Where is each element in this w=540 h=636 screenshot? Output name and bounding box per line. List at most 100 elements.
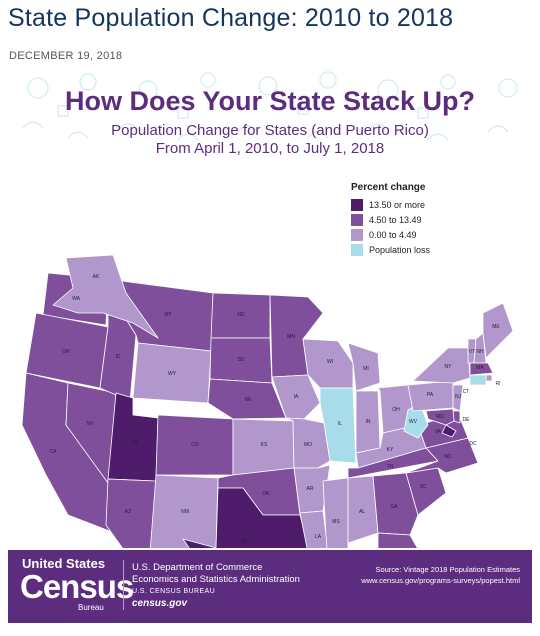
- state-label-al: AL: [359, 509, 365, 515]
- state-label-ia: IA: [294, 394, 299, 400]
- state-label-mo: MO: [304, 442, 312, 448]
- state-mo: [285, 417, 331, 469]
- state-il: [319, 387, 357, 464]
- subtitle-2: From April 1, 2010, to July 1, 2018: [155, 140, 385, 157]
- state-label-ks: KS: [261, 442, 268, 448]
- legend: Percent change 13.50 or more 4.50 to 13.…: [351, 182, 430, 257]
- page-title: State Population Change: 2010 to 2018: [8, 4, 454, 32]
- legend-label: Population loss: [369, 244, 431, 255]
- state-label-ok: OK: [262, 491, 270, 497]
- state-label-mi: MI: [363, 366, 369, 372]
- state-label-vt: VT: [469, 349, 475, 355]
- legend-swatch: [351, 243, 363, 256]
- state-label-id: ID: [116, 354, 121, 360]
- state-nm: [149, 474, 219, 548]
- state-ak: [52, 254, 159, 339]
- state-label-ct: CT: [463, 389, 470, 395]
- footer-banner: United States Census Bureau U.S. Departm…: [8, 550, 532, 623]
- state-label-ne: NE: [245, 397, 253, 403]
- state-label-me: ME: [492, 324, 500, 330]
- legend-item: 4.50 to 13.49: [351, 212, 430, 227]
- source-line-2[interactable]: www.census.gov/programs-surveys/popest.h…: [361, 576, 520, 585]
- state-tx: [182, 487, 310, 548]
- state-ne: [207, 378, 287, 420]
- state-me: [482, 302, 514, 359]
- state-ny: [412, 347, 471, 384]
- state-label-or: OR: [62, 349, 70, 355]
- state-label-mt: MT: [164, 312, 171, 318]
- legend-label: 13.50 or more: [369, 199, 426, 210]
- footer-divider: [123, 560, 124, 610]
- state-label-ms: MS: [332, 519, 340, 525]
- state-label-nm: NM: [181, 509, 189, 515]
- state-label-nc: NC: [444, 454, 452, 460]
- state-nc: [405, 437, 479, 474]
- state-label-ak: AK: [93, 274, 100, 280]
- state-label-la: LA: [315, 534, 322, 540]
- state-dc: [441, 424, 457, 438]
- state-label-sc: SC: [420, 484, 427, 490]
- logo-line-3: Bureau: [78, 603, 104, 612]
- dept-line-2: Economics and Statistics Administration: [132, 574, 300, 585]
- state-ms: [322, 477, 349, 548]
- census-logo: Census: [20, 568, 134, 605]
- legend-label: 4.50 to 13.49: [369, 214, 422, 225]
- state-label-tn: TN: [387, 464, 394, 470]
- state-label-mn: MN: [287, 334, 295, 340]
- state-label-wv: WV: [409, 419, 418, 425]
- headline: How Does Your State Stack Up?: [64, 86, 476, 116]
- state-label-md: MD: [436, 414, 444, 420]
- us-map: WA OR CA NV ID MT WY UT AZ CO NM ND SD NE KS OK TX MN IA MO…: [21, 254, 514, 548]
- state-ga: [372, 472, 419, 536]
- state-ut: [107, 392, 159, 482]
- state-label-ri: RI: [496, 381, 501, 387]
- state-mi: [347, 342, 381, 392]
- state-md: [425, 408, 455, 426]
- state-label-oh: OH: [392, 407, 400, 413]
- state-label-in: IN: [366, 419, 371, 425]
- state-label-co: CO: [191, 442, 199, 448]
- legend-item: Population loss: [351, 242, 430, 257]
- state-label-il: IL: [338, 421, 342, 427]
- legend-title: Percent change: [351, 182, 426, 193]
- census-site-link[interactable]: census.gov: [132, 598, 188, 609]
- state-label-ga: GA: [390, 504, 398, 510]
- state-label-ut: UT: [132, 439, 139, 445]
- legend-item: 0.00 to 4.49: [351, 227, 430, 242]
- state-label-ca: CA: [50, 449, 58, 455]
- background-pattern: [22, 71, 518, 141]
- state-label-wi: WI: [327, 359, 333, 365]
- state-label-nd: ND: [237, 312, 245, 318]
- dept-line-3: U.S. CENSUS BUREAU: [132, 588, 216, 595]
- state-label-ky: KY: [387, 447, 394, 453]
- legend-swatch: [351, 213, 363, 226]
- state-label-nh: NH: [476, 349, 484, 355]
- state-ia: [271, 374, 321, 420]
- state-label-nj: NJ: [455, 394, 462, 400]
- state-label-tx: TX: [241, 539, 248, 545]
- state-label-nv: NV: [87, 421, 95, 427]
- state-fl: [377, 532, 418, 548]
- legend-swatch: [351, 198, 363, 211]
- state-label-pa: PA: [427, 392, 434, 398]
- post-date: DECEMBER 19, 2018: [9, 50, 123, 62]
- dept-line-1: U.S. Department of Commerce: [132, 562, 263, 573]
- state-label-va: VA: [435, 429, 442, 435]
- legend-label: 0.00 to 4.49: [369, 229, 417, 240]
- state-label-ny: NY: [445, 364, 453, 370]
- source-line-1: Source: Vintage 2018 Population Estimate…: [375, 565, 520, 574]
- legend-swatch: [351, 228, 363, 241]
- infographic: How Does Your State Stack Up? Population…: [8, 68, 532, 623]
- state-label-sd: SD: [238, 357, 245, 363]
- legend-item: 13.50 or more: [351, 197, 430, 212]
- state-label-dc: DC: [469, 441, 477, 447]
- department-block: U.S. Department of Commerce Economics an…: [132, 562, 300, 610]
- state-ri: [485, 374, 493, 382]
- state-label-de: DE: [463, 417, 471, 423]
- state-label-ar: AR: [307, 486, 314, 492]
- source-note: Source: Vintage 2018 Population Estimate…: [361, 564, 520, 586]
- state-label-az: AZ: [125, 509, 131, 515]
- state-label-wy: WY: [168, 371, 177, 377]
- state-label-wa: WA: [72, 296, 81, 302]
- state-label-ma: MA: [476, 365, 484, 371]
